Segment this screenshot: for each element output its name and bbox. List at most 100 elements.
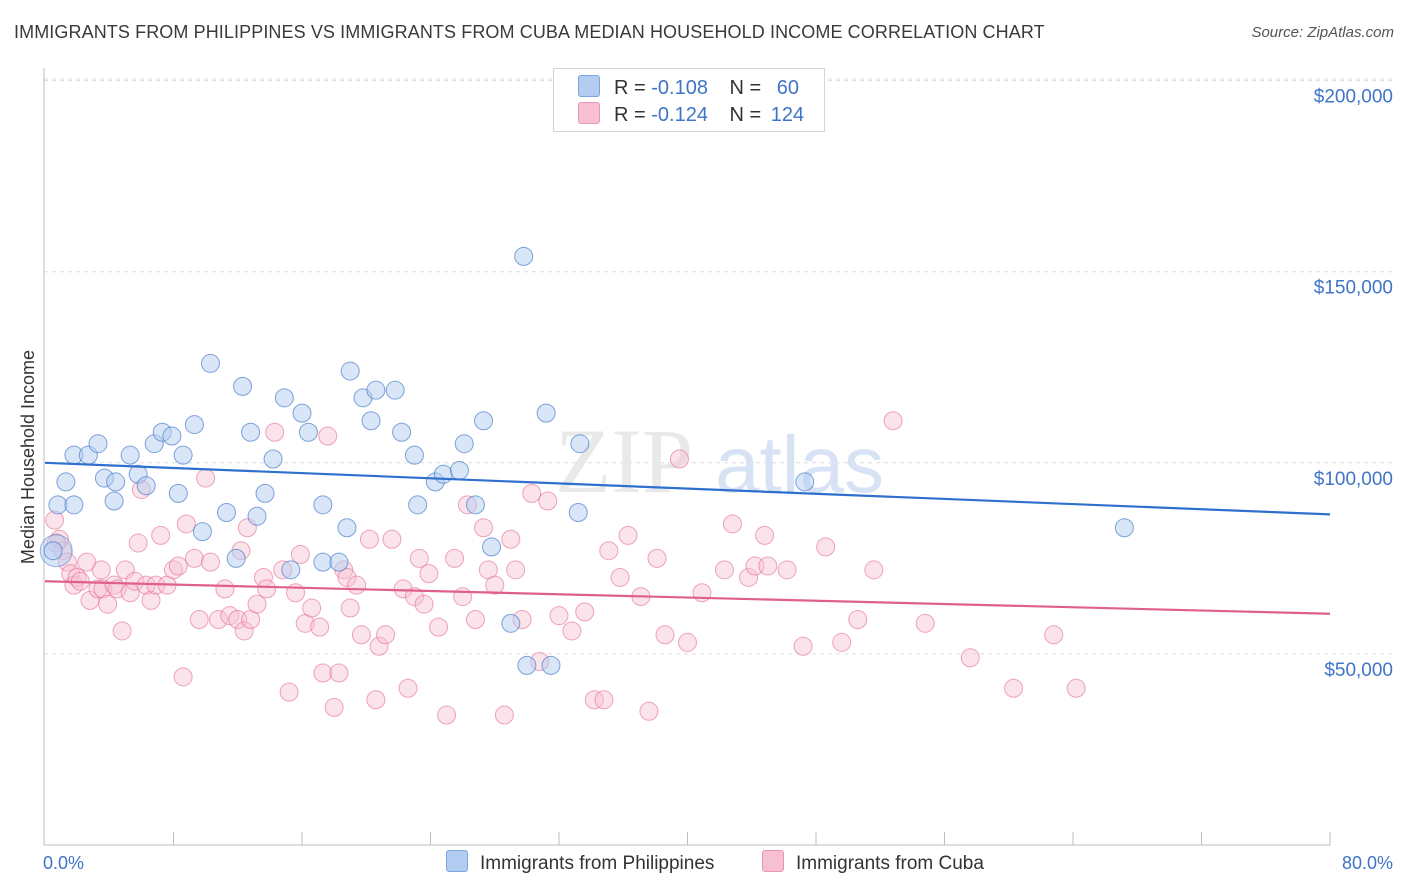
point-philippines <box>465 495 485 515</box>
legend-label-philippines: Immigrants from Philippines <box>480 853 715 874</box>
point-philippines <box>501 613 521 633</box>
point-philippines <box>392 422 412 442</box>
point-philippines <box>433 464 453 484</box>
point-cuba <box>848 610 868 630</box>
point-philippines <box>106 472 126 492</box>
point-cuba <box>107 579 127 599</box>
point-philippines <box>536 403 556 423</box>
point-cuba <box>290 545 310 565</box>
point-philippines <box>408 495 428 515</box>
point-cuba <box>340 598 360 618</box>
point-cuba <box>414 594 434 614</box>
legend-n-value-philippines: 60 <box>776 77 800 99</box>
watermark-zip: ZIP <box>555 410 693 512</box>
point-cuba <box>549 606 569 626</box>
watermark: ZIP atlas <box>555 410 884 512</box>
point-cuba <box>141 590 161 610</box>
point-cuba <box>562 621 582 641</box>
point-cuba <box>128 533 148 553</box>
point-cuba <box>678 632 697 652</box>
legend-n-value-cuba: 124 <box>770 104 805 126</box>
point-philippines <box>517 655 537 675</box>
point-philippines <box>298 422 318 442</box>
point-cuba <box>501 529 521 549</box>
point-cuba <box>200 552 220 572</box>
point-cuba <box>302 598 322 618</box>
point-cuba <box>594 690 614 710</box>
point-cuba <box>610 567 630 587</box>
point-philippines <box>449 460 469 480</box>
point-cuba <box>584 690 604 710</box>
point-cuba <box>1066 678 1086 698</box>
legend-r-value-cuba: -0.124 <box>651 104 708 126</box>
point-philippines <box>292 403 312 423</box>
point-cuba <box>1004 678 1024 698</box>
point-cuba <box>329 663 349 683</box>
point-cuba <box>722 514 742 534</box>
point-philippines <box>570 434 590 454</box>
point-philippines <box>200 353 220 373</box>
point-cuba <box>359 529 379 549</box>
y-tick-label: $50,000 <box>1324 660 1393 681</box>
x-tick-label: 80.0% <box>1342 853 1393 873</box>
point-philippines <box>385 380 405 400</box>
point-cuba <box>915 613 935 633</box>
legend-r-label: R = <box>614 104 646 126</box>
bottom-legend-cuba: Immigrants from Cuba <box>762 850 984 875</box>
point-philippines <box>568 502 588 522</box>
point-cuba <box>318 426 338 446</box>
point-cuba <box>88 579 108 599</box>
point-cuba <box>639 701 659 721</box>
swatch-cuba <box>578 102 600 124</box>
trend-lines <box>44 461 1331 615</box>
point-cuba <box>575 602 595 622</box>
point-cuba <box>485 575 505 595</box>
point-philippines <box>217 502 237 522</box>
point-cuba <box>369 636 389 656</box>
point-cuba <box>960 648 980 668</box>
y-tick-label: $200,000 <box>1314 87 1393 108</box>
point-philippines <box>43 541 63 561</box>
point-philippines <box>313 495 333 515</box>
point-philippines <box>56 472 76 492</box>
point-cuba <box>832 632 852 652</box>
point-philippines <box>454 434 474 454</box>
point-cuba <box>758 556 778 576</box>
point-philippines <box>541 655 561 675</box>
legend-n-label: N = <box>729 77 762 99</box>
point-cuba <box>474 518 494 538</box>
point-cuba <box>337 567 357 587</box>
point-cuba <box>864 560 884 580</box>
legend-r-label: R = <box>614 77 646 99</box>
axis-ticks: $50,000 $100,000 $150,000 $200,000 0.0% 80.0% <box>43 87 1393 873</box>
point-cuba <box>45 510 65 530</box>
point-philippines <box>168 483 188 503</box>
point-cuba <box>382 529 402 549</box>
point-cuba <box>393 579 413 599</box>
point-cuba <box>883 411 903 431</box>
point-cuba <box>247 594 267 614</box>
point-cuba <box>429 617 449 637</box>
point-philippines <box>366 380 386 400</box>
point-philippines <box>337 518 357 538</box>
point-cuba <box>151 525 171 545</box>
point-cuba <box>347 575 367 595</box>
point-cuba <box>234 621 254 641</box>
point-cuba <box>714 560 734 580</box>
point-philippines <box>184 415 204 435</box>
point-cuba <box>1044 625 1064 645</box>
point-philippines <box>474 411 494 431</box>
point-philippines <box>64 495 84 515</box>
point-cuba <box>91 560 111 580</box>
point-cuba <box>184 548 204 568</box>
point-philippines <box>482 537 502 557</box>
swatch-cuba <box>762 850 784 872</box>
point-philippines <box>361 411 381 431</box>
point-cuba <box>398 678 418 698</box>
point-cuba <box>404 587 424 607</box>
x-tick-label: 0.0% <box>43 853 84 873</box>
point-philippines <box>104 491 124 511</box>
point-cuba <box>265 422 285 442</box>
point-cuba <box>419 564 439 584</box>
